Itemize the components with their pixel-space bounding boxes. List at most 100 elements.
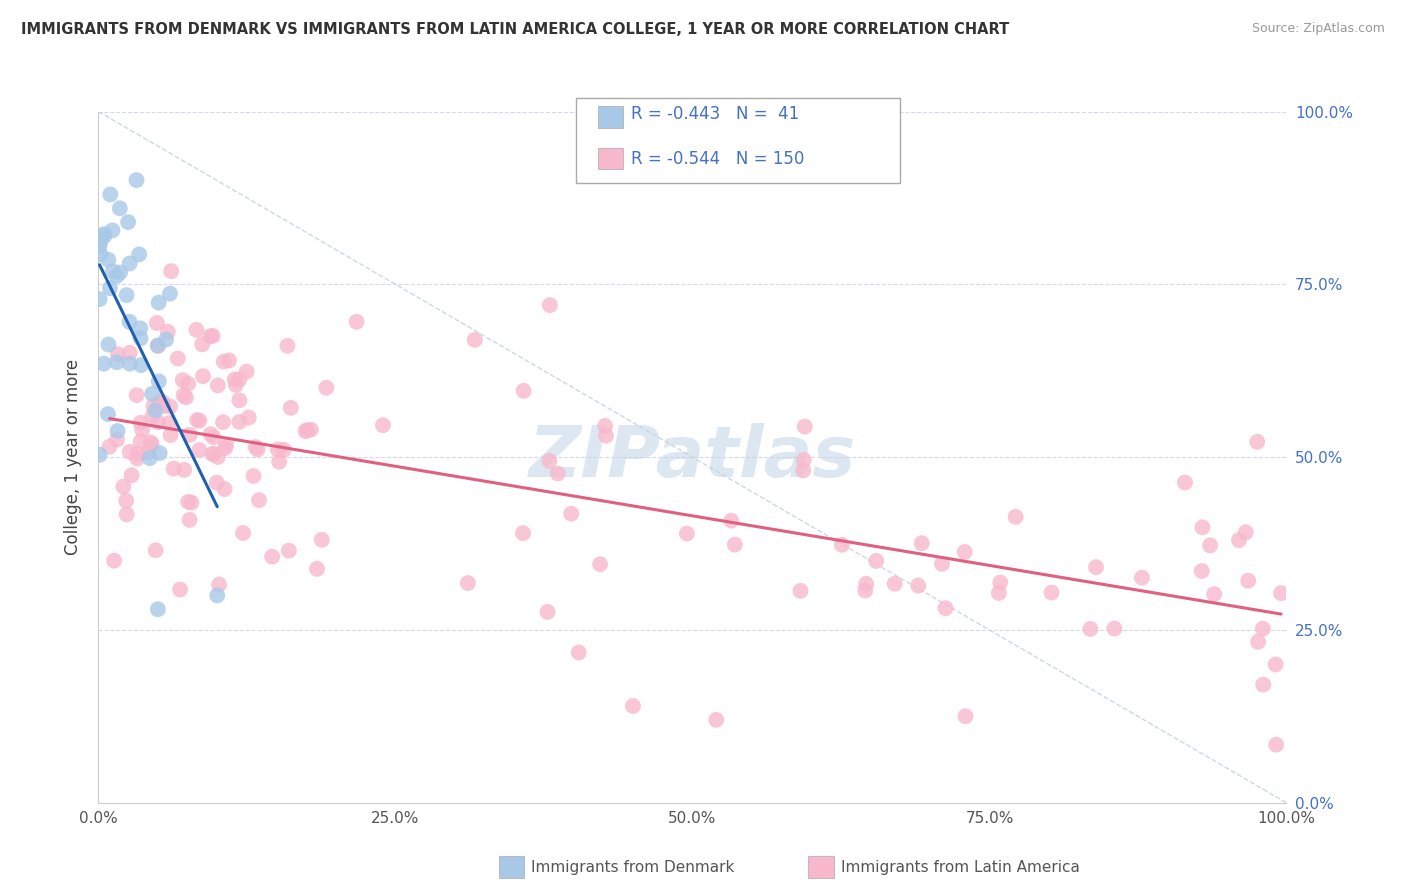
Point (146, 602, 169, 616)
Point (232, 526, 254, 541)
Point (159, 428, 181, 442)
Point (139, 451, 162, 466)
Point (191, 369, 214, 384)
Point (1251, 678, 1274, 692)
Point (98, 281, 121, 295)
Point (246, 442, 269, 457)
Point (269, 455, 291, 469)
Point (536, 605, 558, 619)
Point (1104, 622, 1126, 636)
Point (118, 345, 141, 359)
Point (1234, 525, 1257, 540)
Point (97, 337, 120, 351)
Point (103, 554, 125, 568)
Point (150, 395, 173, 409)
Point (173, 463, 195, 477)
Point (560, 507, 582, 521)
Point (188, 414, 211, 428)
Point (224, 372, 246, 386)
Point (97, 252, 120, 267)
Point (512, 526, 534, 541)
Point (218, 353, 240, 368)
Point (202, 447, 225, 461)
Point (115, 288, 138, 302)
Point (180, 495, 202, 509)
Point (129, 416, 152, 430)
Point (235, 365, 257, 379)
Point (934, 601, 956, 615)
Text: R = -0.544   N = 150: R = -0.544 N = 150 (631, 150, 804, 168)
Point (1270, 586, 1292, 600)
Point (89, 448, 111, 462)
Point (1191, 520, 1213, 534)
Point (148, 295, 170, 310)
Point (97, 407, 120, 421)
Point (1004, 509, 1026, 524)
Point (865, 554, 887, 568)
Point (160, 264, 183, 278)
Point (200, 427, 222, 442)
Point (931, 557, 953, 571)
Point (188, 443, 211, 458)
Point (547, 467, 569, 481)
Point (163, 461, 186, 475)
Point (955, 709, 977, 723)
Point (105, 433, 128, 447)
Point (155, 333, 177, 347)
Point (855, 577, 877, 591)
Point (831, 538, 853, 552)
Point (118, 315, 141, 329)
Point (212, 415, 235, 429)
Point (205, 475, 228, 490)
Point (247, 493, 270, 508)
Point (589, 557, 612, 571)
Point (593, 419, 616, 434)
Point (1237, 574, 1260, 588)
Text: ZIPatlas: ZIPatlas (529, 423, 856, 491)
Point (208, 577, 231, 591)
Point (179, 428, 201, 442)
Point (789, 583, 811, 598)
Point (853, 583, 876, 598)
Point (201, 329, 224, 343)
Point (118, 256, 141, 270)
Point (1085, 560, 1108, 574)
Point (115, 493, 138, 508)
Point (89, 235, 111, 249)
Point (146, 338, 169, 352)
Point (225, 378, 247, 392)
Point (242, 469, 264, 483)
Point (186, 323, 208, 337)
Point (987, 586, 1010, 600)
Point (177, 376, 200, 391)
Point (676, 526, 699, 541)
Point (793, 419, 815, 434)
Point (1265, 738, 1288, 752)
Point (720, 514, 742, 528)
Point (724, 538, 747, 552)
Point (179, 513, 201, 527)
Point (988, 575, 1011, 590)
Point (228, 415, 250, 429)
Point (212, 354, 235, 368)
Point (145, 403, 167, 417)
Point (953, 545, 976, 559)
Text: Immigrants from Denmark: Immigrants from Denmark (531, 860, 735, 874)
Point (907, 578, 929, 592)
Point (191, 337, 214, 351)
Point (792, 463, 814, 477)
Point (346, 315, 368, 329)
Point (89, 292, 111, 306)
Point (214, 482, 236, 496)
Point (273, 442, 295, 457)
Point (127, 451, 149, 466)
Point (159, 400, 181, 414)
Point (129, 321, 152, 335)
Point (883, 576, 905, 591)
Point (136, 445, 159, 459)
Point (245, 440, 267, 454)
Text: R = -0.443   N =  41: R = -0.443 N = 41 (631, 105, 800, 123)
Text: IMMIGRANTS FROM DENMARK VS IMMIGRANTS FROM LATIN AMERICA COLLEGE, 1 YEAR OR MORE: IMMIGRANTS FROM DENMARK VS IMMIGRANTS FR… (21, 22, 1010, 37)
Point (538, 298, 561, 312)
Point (207, 378, 229, 392)
